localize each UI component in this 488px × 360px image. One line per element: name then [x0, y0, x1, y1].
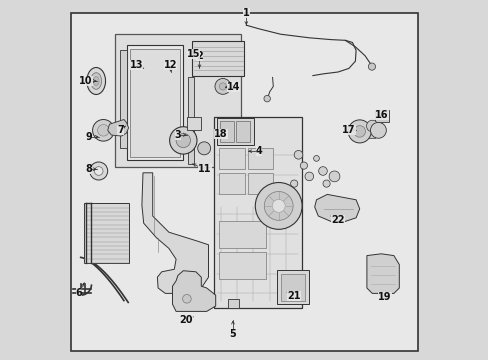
- Circle shape: [215, 78, 230, 94]
- Text: 6: 6: [75, 288, 82, 298]
- Bar: [120, 50, 126, 148]
- Circle shape: [367, 63, 375, 70]
- Text: 1: 1: [243, 8, 249, 18]
- Text: 21: 21: [287, 291, 300, 301]
- Circle shape: [300, 162, 307, 169]
- Polygon shape: [172, 271, 215, 311]
- Bar: [374, 110, 388, 122]
- Circle shape: [182, 294, 191, 303]
- Circle shape: [313, 156, 319, 161]
- Ellipse shape: [93, 77, 99, 85]
- Circle shape: [169, 127, 197, 154]
- Text: 19: 19: [377, 292, 391, 302]
- Circle shape: [370, 122, 386, 138]
- Text: 10: 10: [79, 76, 93, 86]
- Circle shape: [199, 45, 212, 58]
- Polygon shape: [210, 47, 221, 56]
- Polygon shape: [366, 254, 399, 293]
- Circle shape: [264, 192, 292, 220]
- Text: 16: 16: [374, 110, 388, 120]
- Circle shape: [219, 83, 226, 90]
- Bar: [236, 121, 249, 142]
- Bar: [219, 173, 244, 194]
- Text: 7: 7: [117, 125, 123, 135]
- Circle shape: [375, 114, 378, 118]
- Text: 18: 18: [214, 129, 227, 139]
- Text: 12: 12: [163, 60, 177, 70]
- Text: 11: 11: [198, 164, 211, 174]
- Polygon shape: [142, 173, 208, 293]
- Circle shape: [197, 142, 210, 155]
- Circle shape: [294, 150, 302, 159]
- Bar: [276, 270, 308, 304]
- Circle shape: [89, 162, 107, 180]
- Text: 20: 20: [179, 315, 193, 325]
- Bar: [192, 41, 244, 76]
- Text: 2: 2: [196, 51, 203, 61]
- Circle shape: [290, 180, 297, 187]
- Bar: [219, 252, 265, 279]
- Text: 14: 14: [226, 82, 240, 92]
- Bar: [228, 299, 239, 308]
- Bar: [365, 125, 374, 138]
- Text: 22: 22: [331, 215, 344, 225]
- Bar: [247, 148, 273, 169]
- Circle shape: [305, 172, 313, 181]
- Ellipse shape: [87, 68, 105, 94]
- Text: 9: 9: [85, 132, 92, 142]
- Circle shape: [264, 95, 270, 102]
- Text: 8: 8: [85, 164, 92, 174]
- Circle shape: [379, 114, 382, 118]
- Circle shape: [322, 180, 329, 187]
- Bar: [186, 117, 200, 130]
- Bar: [220, 121, 234, 142]
- Circle shape: [353, 126, 365, 137]
- Text: 3: 3: [174, 130, 181, 140]
- Bar: [84, 203, 129, 263]
- Polygon shape: [107, 120, 128, 136]
- Circle shape: [94, 167, 103, 175]
- Circle shape: [92, 120, 114, 141]
- Bar: [213, 117, 302, 308]
- Polygon shape: [314, 194, 359, 221]
- Bar: [219, 148, 244, 169]
- Bar: [217, 118, 253, 145]
- Circle shape: [366, 120, 377, 132]
- Text: 4: 4: [255, 146, 262, 156]
- Bar: [219, 221, 265, 248]
- Text: 17: 17: [342, 125, 355, 135]
- Text: 13: 13: [129, 60, 143, 70]
- Bar: [115, 34, 241, 167]
- Bar: [130, 49, 180, 157]
- Circle shape: [255, 183, 302, 229]
- Circle shape: [328, 171, 339, 182]
- Circle shape: [176, 133, 190, 148]
- Circle shape: [203, 49, 208, 55]
- Bar: [280, 274, 305, 301]
- Circle shape: [383, 114, 386, 118]
- Text: 15: 15: [186, 49, 200, 59]
- Bar: [247, 173, 273, 194]
- Text: 5: 5: [229, 329, 236, 339]
- Circle shape: [318, 167, 326, 175]
- Bar: [127, 45, 183, 160]
- Circle shape: [98, 125, 109, 136]
- Ellipse shape: [91, 73, 102, 89]
- Circle shape: [272, 199, 285, 212]
- Circle shape: [347, 120, 370, 143]
- Bar: [187, 77, 194, 164]
